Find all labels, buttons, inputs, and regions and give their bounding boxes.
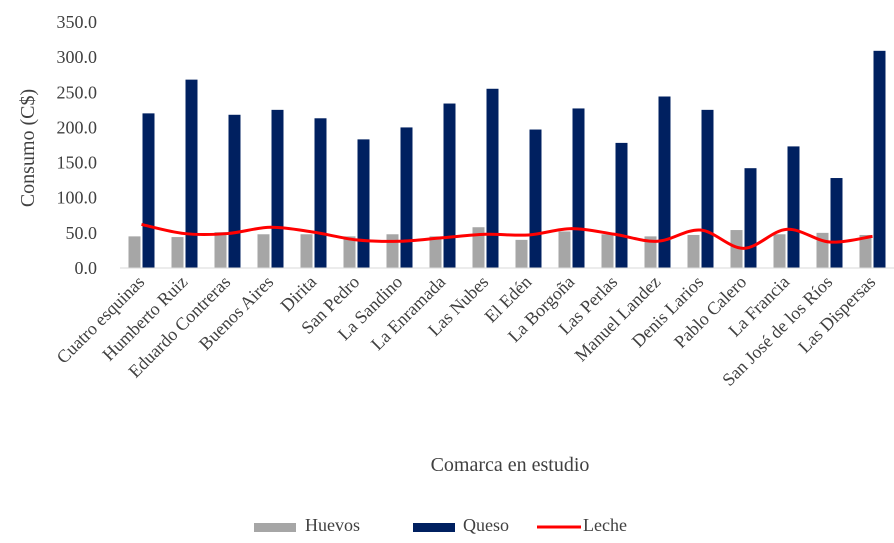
bar-huevos <box>773 234 786 268</box>
bar-queso <box>142 113 155 268</box>
line-leche-path <box>141 222 873 250</box>
bar-huevos <box>687 234 700 268</box>
bar-huevos <box>601 234 614 268</box>
bar-queso <box>185 79 198 269</box>
bar-queso <box>400 127 413 268</box>
bar-huevos <box>859 234 872 268</box>
bar-huevos <box>214 232 227 268</box>
x-axis-title: Comarca en estudio <box>431 454 590 476</box>
bar-queso <box>271 109 284 268</box>
bar-huevos <box>730 230 743 268</box>
bar-huevos <box>558 231 571 268</box>
bar-huevos <box>472 227 485 268</box>
y-tick-label: 350.0 <box>57 12 98 32</box>
y-tick-label: 200.0 <box>57 117 98 137</box>
legend-label-leche: Leche <box>583 515 627 535</box>
bar-queso <box>443 103 456 268</box>
bar-huevos <box>386 234 399 268</box>
bar-queso <box>572 108 585 268</box>
y-tick-label: 50.0 <box>66 223 98 243</box>
bar-queso <box>615 142 628 268</box>
bar-huevos <box>171 237 184 268</box>
bar-huevos <box>515 239 528 268</box>
bar-queso <box>486 88 499 269</box>
bar-queso <box>658 96 671 268</box>
bar-queso <box>228 114 241 268</box>
bar-huevos <box>429 236 442 268</box>
legend-label-queso: Queso <box>463 515 509 535</box>
y-tick-label: 150.0 <box>57 153 98 173</box>
y-axis-title: Consumo (C$) <box>17 89 39 207</box>
legend-swatch-queso <box>413 523 455 532</box>
bar-queso <box>314 118 327 268</box>
bars-queso <box>142 50 886 269</box>
bar-queso <box>701 109 714 268</box>
bar-queso <box>830 178 843 268</box>
legend: Huevos Queso Leche <box>254 515 627 535</box>
bar-huevos <box>257 234 270 268</box>
bar-huevos <box>644 236 657 268</box>
bar-queso <box>873 50 886 269</box>
y-tick-label: 100.0 <box>57 188 98 208</box>
bar-huevos <box>343 236 356 268</box>
bars-huevos <box>128 227 872 268</box>
bar-queso <box>744 168 757 268</box>
bar-queso <box>357 139 370 268</box>
line-leche <box>141 222 873 250</box>
bar-huevos <box>300 234 313 268</box>
y-tick-label: 300.0 <box>57 47 98 67</box>
legend-label-huevos: Huevos <box>305 515 360 535</box>
legend-swatch-huevos <box>254 523 296 532</box>
y-axis-ticks: 0.0 50.0 100.0 150.0 200.0 250.0 300.0 350.0 <box>57 12 98 278</box>
bar-huevos <box>128 236 141 268</box>
y-tick-label: 0.0 <box>75 258 98 278</box>
bar-queso <box>787 146 800 268</box>
y-tick-label: 250.0 <box>57 82 98 102</box>
bar-queso <box>529 129 542 268</box>
